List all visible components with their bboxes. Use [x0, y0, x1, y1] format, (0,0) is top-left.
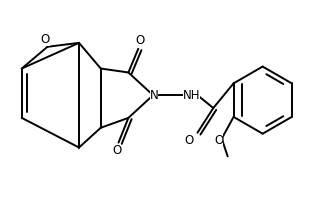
Text: NH: NH — [183, 89, 200, 102]
Text: O: O — [214, 134, 223, 147]
Text: O: O — [184, 134, 193, 147]
Text: O: O — [112, 144, 121, 157]
Text: O: O — [136, 34, 145, 47]
Text: O: O — [41, 33, 50, 46]
Text: N: N — [150, 89, 158, 102]
